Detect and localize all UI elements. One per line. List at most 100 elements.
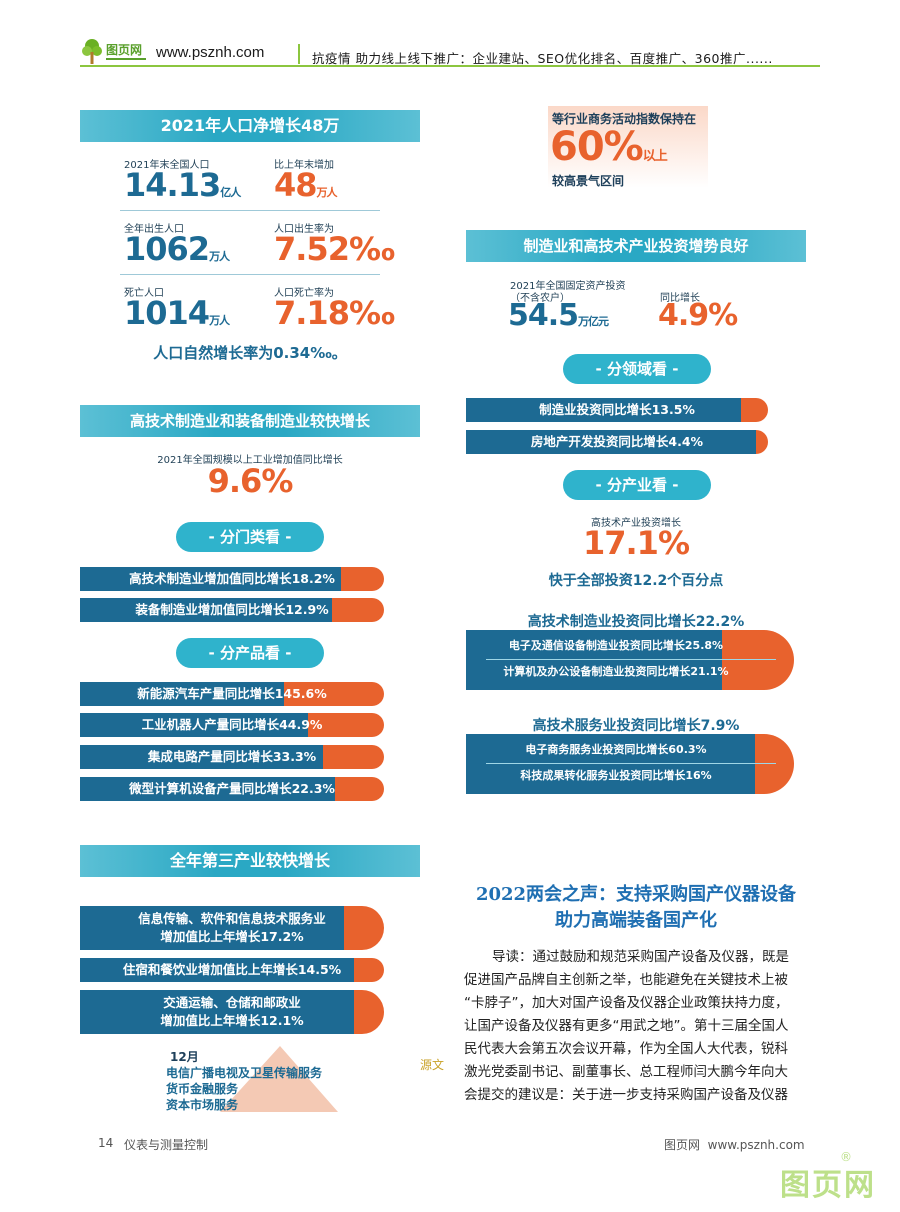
bar-label: 高技术制造业增加值同比增长18.2% bbox=[129, 571, 335, 586]
pop-value-5: 1014万人 bbox=[124, 294, 230, 332]
bar-fill bbox=[80, 990, 354, 1034]
pop-value-3: 1062万人 bbox=[124, 230, 230, 268]
product-bar-2: 工业机器人产量同比增长44.9% bbox=[80, 713, 384, 737]
fixed-value: 54.5万亿元 bbox=[508, 298, 609, 333]
dec-item-1: 电信广播电视及卫星传输服务 bbox=[166, 1066, 323, 1080]
product-bar-1: 新能源汽车产量同比增长145.6% bbox=[80, 682, 384, 706]
pop-divider-1 bbox=[120, 210, 380, 211]
paragraph-line-2: 促进国产品牌自主创新之举，也能避免在关键技术上被 bbox=[464, 972, 788, 988]
fixed-note: （不含农户） bbox=[510, 293, 570, 304]
bar-fill bbox=[80, 745, 324, 769]
pill-by-product: - 分产品看 - bbox=[176, 638, 324, 668]
site-logo[interactable]: 图页网 bbox=[82, 38, 150, 68]
card-row-1: 电子商务服务业投资同比增长60.3% bbox=[525, 743, 707, 756]
bar-label: 集成电路产量同比增长33.3% bbox=[147, 749, 317, 764]
pop-divider-2 bbox=[120, 274, 380, 275]
card-divider bbox=[486, 659, 776, 660]
logo-subtext bbox=[106, 58, 146, 60]
bar-label: 信息传输、软件和信息技术服务业 增加值比上年增长17.2% bbox=[80, 906, 384, 950]
card-row-1: 电子及通信设备制造业投资同比增长25.8% bbox=[508, 639, 724, 652]
article-title-line1: 2022两会之声：支持采购国产仪器设备 bbox=[475, 884, 797, 905]
bar-label: 交通运输、仓储和邮政业 增加值比上年增长12.1% bbox=[80, 990, 384, 1034]
hightech-mfg-title: 高技术制造业和装备制造业较快增长 bbox=[80, 405, 420, 437]
header-slogan: 抗疫情 助力线上线下推广：企业建站、SEO优化排名、百度推广、360推广....… bbox=[312, 51, 773, 66]
page-number: 14 bbox=[98, 1136, 114, 1150]
dec-month-label: 12月 bbox=[170, 1050, 199, 1064]
ht-mfg-title: 高技术制造业投资同比增长22.2% bbox=[527, 614, 745, 630]
logo-text: 图页网 bbox=[106, 43, 143, 57]
paragraph-line-5: 民代表大会第五次会议开幕，作为全国人大代表，锐科 bbox=[464, 1041, 788, 1057]
pmi-line2: 较高景气区间 bbox=[552, 174, 625, 188]
header-site-url[interactable]: www.psznh.com bbox=[156, 44, 265, 61]
bar-label: 装备制造业增加值同比增长12.9% bbox=[135, 602, 329, 617]
bar-label-line1: 交通运输、仓储和邮政业 bbox=[163, 995, 301, 1010]
growth-value: 4.9% bbox=[658, 298, 738, 333]
investment-title: 制造业和高技术产业投资增势良好 bbox=[466, 230, 806, 262]
source-tag[interactable]: 源文 bbox=[420, 1058, 445, 1072]
pop-label-1: 2021年末全国人口 bbox=[124, 160, 210, 171]
pop-value-6: 7.18‰ bbox=[274, 294, 395, 332]
bar-fill bbox=[80, 777, 336, 801]
paragraph-line-4: 让国产设备及仪器有更多“用武之地”。第十三届全国人 bbox=[464, 1018, 789, 1034]
tree-logo-icon bbox=[82, 39, 102, 64]
ht-mfg-card-fill bbox=[466, 630, 722, 690]
card-row-2: 计算机及办公设备制造业投资同比增长21.1% bbox=[503, 665, 729, 678]
paragraph-line-6: 激光党委副书记、副董事长、总工程师闫大鹏今年向大 bbox=[464, 1064, 788, 1080]
field-bar-1: 制造业投资同比增长13.5% bbox=[466, 398, 768, 422]
card-row-2: 科技成果转化服务业投资同比增长16% bbox=[520, 769, 712, 782]
pmi-value: 60%以上 bbox=[550, 124, 668, 170]
pop-value-2: 48万人 bbox=[274, 166, 338, 204]
paragraph-line-1: 导读：通过鼓励和规范采购国产设备及仪器，既是 bbox=[492, 949, 789, 965]
tertiary-bar-3: 交通运输、仓储和邮政业 增加值比上年增长12.1% bbox=[80, 990, 384, 1034]
pop-label-3: 全年出生人口 bbox=[124, 224, 184, 235]
field-bar-2: 房地产开发投资同比增长4.4% bbox=[466, 430, 768, 454]
journal-name: 仪表与测量控制 bbox=[124, 1138, 209, 1152]
pop-label-2: 比上年末增加 bbox=[274, 160, 334, 171]
paragraph-line-3: “卡脖子”，加大对国产设备及仪器企业政策扶持力度， bbox=[464, 995, 789, 1011]
pyramid-decoration bbox=[220, 1046, 338, 1112]
bar-fill bbox=[80, 598, 333, 622]
tertiary-bar-1: 信息传输、软件和信息技术服务业 增加值比上年增长17.2% bbox=[80, 906, 384, 950]
ht-svc-title: 高技术服务业投资同比增长7.9% bbox=[532, 718, 740, 734]
category-bar-2: 装备制造业增加值同比增长12.9% bbox=[80, 598, 384, 622]
watermark-logo: 图页网 bbox=[780, 1168, 876, 1203]
hightech-mfg-value: 9.6% bbox=[207, 462, 294, 500]
bar-label: 制造业投资同比增长13.5% bbox=[539, 402, 695, 417]
pop-value-1: 14.13亿人 bbox=[124, 166, 241, 204]
population-title: 2021年人口净增长48万 bbox=[80, 110, 420, 142]
pill-by-category: - 分门类看 - bbox=[176, 522, 324, 552]
dec-item-3: 资本市场服务 bbox=[166, 1098, 239, 1112]
bar-fill bbox=[80, 713, 308, 737]
header-separator bbox=[298, 44, 300, 64]
tertiary-title: 全年第三产业较快增长 bbox=[80, 845, 420, 877]
bar-fill bbox=[466, 398, 741, 422]
header-rule bbox=[80, 65, 820, 67]
bar-label: 房地产开发投资同比增长4.4% bbox=[530, 434, 704, 449]
ht-label: 高技术产业投资增长 bbox=[591, 518, 681, 529]
dec-item-2: 货币金融服务 bbox=[166, 1082, 239, 1096]
bar-fill bbox=[80, 682, 284, 706]
bar-label: 工业机器人产量同比增长44.9% bbox=[141, 717, 323, 732]
growth-label: 同比增长 bbox=[660, 293, 700, 304]
bar-label: 住宿和餐饮业增加值比上年增长14.5% bbox=[122, 962, 342, 977]
pill-by-field: - 分领域看 - bbox=[563, 354, 711, 384]
hightech-mfg-sub-label: 2021年全国规模以上工业增加值同比增长 bbox=[157, 455, 343, 466]
fixed-label: 2021年全国固定资产投资 bbox=[510, 281, 626, 292]
pop-natural-growth: 人口自然增长率为0.34‰。 bbox=[153, 344, 347, 362]
article-title-line2: 助力高端装备国产化 bbox=[555, 910, 717, 931]
card-divider bbox=[486, 763, 776, 764]
pop-label-4: 人口出生率为 bbox=[274, 224, 334, 235]
pop-label-5: 死亡人口 bbox=[124, 288, 164, 299]
ht-faster: 快于全部投资12.2个百分点 bbox=[548, 573, 724, 589]
bar-label-line2: 增加值比上年增长17.2% bbox=[160, 929, 304, 944]
pop-label-6: 人口死亡率为 bbox=[274, 288, 334, 299]
ht-value: 17.1% bbox=[582, 524, 690, 562]
ht-svc-card: 电子商务服务业投资同比增长60.3% 科技成果转化服务业投资同比增长16% bbox=[466, 734, 794, 794]
watermark-registered-icon: ® bbox=[840, 1150, 852, 1164]
tertiary-bar-2: 住宿和餐饮业增加值比上年增长14.5% bbox=[80, 958, 384, 982]
pmi-bg bbox=[548, 106, 708, 188]
bar-label: 微型计算机设备产量同比增长22.3% bbox=[129, 781, 335, 796]
footer-site[interactable]: 图页网 www.psznh.com bbox=[664, 1138, 805, 1152]
ht-mfg-card: 电子及通信设备制造业投资同比增长25.8% 计算机及办公设备制造业投资同比增长2… bbox=[466, 630, 794, 690]
bar-fill bbox=[80, 958, 354, 982]
